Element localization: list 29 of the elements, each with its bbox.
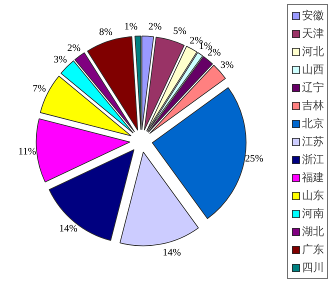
- data-label: 3%: [54, 54, 67, 66]
- legend-label: 福建: [302, 170, 324, 185]
- data-label: 5%: [173, 26, 186, 37]
- legend-label: 天津: [302, 26, 324, 41]
- legend-label: 河北: [302, 44, 324, 59]
- legend-label: 北京: [302, 116, 324, 131]
- legend-label: 河南: [302, 206, 324, 221]
- data-label: 11%: [18, 146, 36, 158]
- data-label: 25%: [245, 153, 264, 164]
- legend-label: 山东: [302, 188, 324, 203]
- data-label: 3%: [220, 60, 234, 71]
- legend-label: 湖北: [302, 224, 324, 239]
- data-label: 2%: [190, 35, 203, 46]
- data-label: 14%: [162, 248, 181, 259]
- data-label: 2%: [148, 21, 162, 32]
- legend-label: 辽宁: [302, 80, 324, 95]
- data-label: 1%: [124, 21, 138, 32]
- legend-label: 江苏: [302, 134, 324, 149]
- legend-label: 浙江: [302, 152, 324, 167]
- data-label: 7%: [32, 84, 46, 95]
- legend-label: 四川: [302, 260, 324, 275]
- data-label: 8%: [99, 26, 112, 38]
- legend-label: 山西: [302, 62, 324, 77]
- legend-label: 安徽: [302, 8, 324, 23]
- data-label: 2%: [207, 47, 221, 58]
- legend-label: 广东: [302, 242, 324, 257]
- data-label: 14%: [59, 224, 78, 235]
- legend-label: 吉林: [302, 98, 324, 113]
- data-label: 2%: [67, 43, 81, 54]
